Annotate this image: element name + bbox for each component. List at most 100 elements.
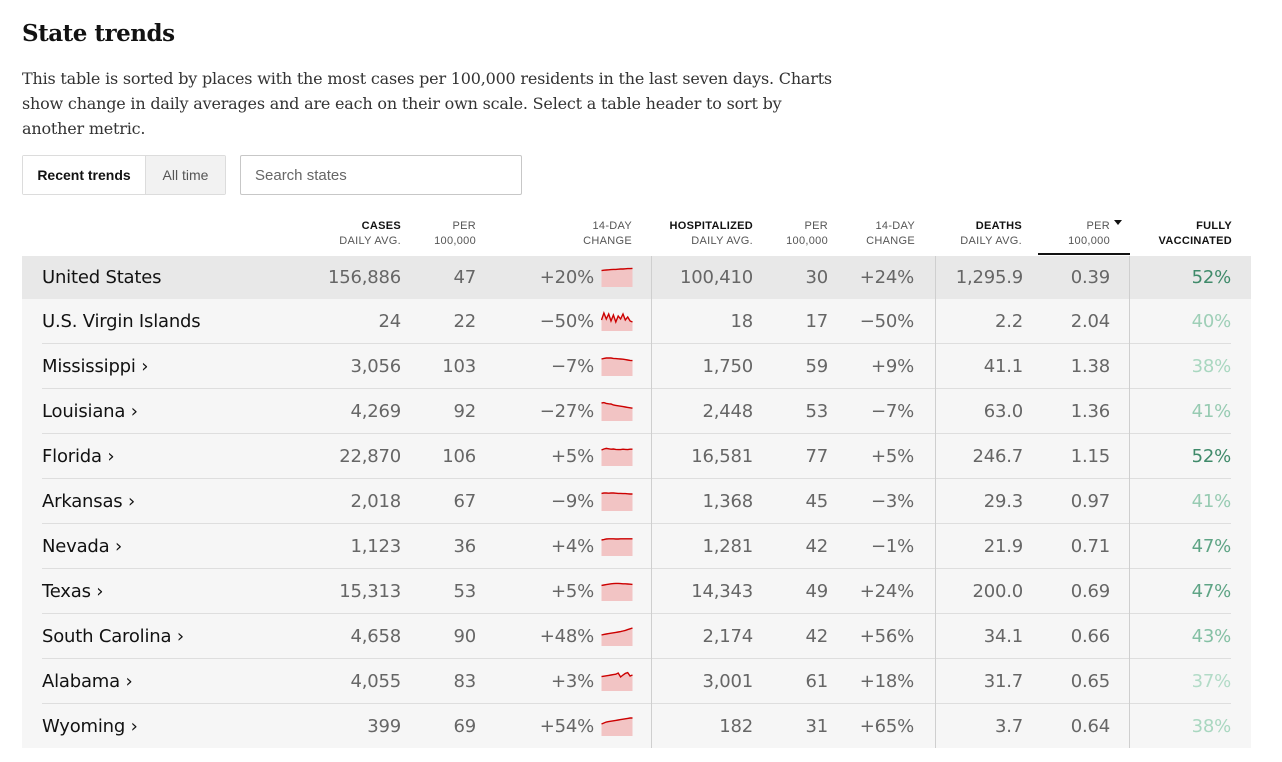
table-row[interactable]: Nevada › 1,123 36 +4% 1,281 42 −1% 21.9 0.71 47%	[22, 524, 1251, 569]
table-body	[22, 256, 1251, 748]
cell-cases: 4,658	[350, 626, 401, 647]
cell-cases: 3,056	[350, 356, 401, 377]
search-input[interactable]	[240, 155, 522, 195]
cell-deaths-per: 1.15	[1070, 446, 1110, 467]
table-row[interactable]: Texas › 15,313 53 +5% 14,343 49 +24% 200.0 0.69 4…	[22, 569, 1251, 614]
header-cases-14day-change[interactable]: 14-day change	[560, 219, 632, 249]
trend-sparkline	[601, 627, 633, 646]
row-name[interactable]: South Carolina ›	[42, 626, 184, 647]
cell-cases-per: 69	[453, 716, 476, 737]
table-row[interactable]: Mississippi › 3,056 103 −7% 1,750 59 +9% 41.1 1.…	[22, 344, 1251, 389]
cell-cases-per: 90	[453, 626, 476, 647]
cell-cases-per: 92	[453, 401, 476, 422]
cell-deaths: 2.2	[994, 311, 1023, 332]
sparkline-line	[601, 627, 633, 636]
cell-cases-per: 53	[453, 581, 476, 602]
row-divider	[42, 658, 1231, 659]
sparkline-line	[601, 492, 633, 495]
table-row[interactable]: South Carolina › 4,658 90 +48% 2,174 42 +56% 34…	[22, 614, 1251, 659]
cell-cases-chg: +4%	[550, 536, 594, 557]
cell-cases-per: 83	[453, 671, 476, 692]
sparkline-area	[601, 538, 633, 556]
header-deaths-per-100k-sorted[interactable]: Per 100,000	[1038, 219, 1130, 255]
sparkline-line	[601, 671, 633, 679]
cell-cases-chg: +48%	[539, 626, 594, 647]
row-name[interactable]: Alabama ›	[42, 671, 133, 692]
header-fully-vaccinated[interactable]: Fully vaccinated	[1140, 219, 1232, 249]
cell-cases-chg: +5%	[550, 446, 594, 467]
cell-hosp: 1,750	[702, 356, 753, 377]
cell-hosp-per: 59	[805, 356, 828, 377]
table-row[interactable]: Wyoming › 399 69 +54% 182 31 +65% 3.7 0.64 38%	[22, 704, 1251, 749]
cell-deaths-per: 1.38	[1070, 356, 1110, 377]
cell-hosp-chg: +56%	[859, 626, 914, 647]
cell-cases: 22,870	[339, 446, 401, 467]
cell-hosp-chg: +18%	[859, 671, 914, 692]
row-name[interactable]: Arkansas ›	[42, 491, 135, 512]
cell-hosp-per: 77	[805, 446, 828, 467]
cell-cases-chg: +3%	[550, 671, 594, 692]
trend-sparkline	[601, 492, 633, 511]
row-name[interactable]: Texas ›	[42, 581, 104, 602]
header-cases-per-100k[interactable]: Per 100,000	[410, 219, 476, 249]
row-name[interactable]: Florida ›	[42, 446, 115, 467]
row-divider	[42, 478, 1231, 479]
cell-hosp-chg: −1%	[870, 536, 914, 557]
cell-vax: 41%	[1191, 491, 1232, 512]
cell-cases: 4,055	[350, 671, 401, 692]
sparkline-area	[601, 672, 633, 691]
table-row[interactable]: Louisiana › 4,269 92 −27% 2,448 53 −7% 63.0 1.36…	[22, 389, 1251, 434]
header-sub: change	[583, 235, 632, 247]
intro-text: This table is sorted by places with the …	[22, 69, 832, 138]
cell-cases-per: 103	[442, 356, 476, 377]
row-name[interactable]: Wyoming ›	[42, 716, 138, 737]
row-name[interactable]: Louisiana ›	[42, 401, 138, 422]
cell-deaths-per: 0.65	[1070, 671, 1110, 692]
cell-hosp: 1,281	[702, 536, 753, 557]
cell-cases-per: 47	[453, 267, 476, 288]
table-row[interactable]: U.S. Virgin Islands 24 22 −50% 18 17 −50% 2.2 2.…	[22, 299, 1251, 344]
cell-hosp-per: 17	[805, 311, 828, 332]
cell-cases-chg: +54%	[539, 716, 594, 737]
cell-vax: 37%	[1191, 671, 1232, 692]
sparkline-line	[601, 447, 633, 451]
row-divider	[42, 568, 1231, 569]
table-row[interactable]: Arkansas › 2,018 67 −9% 1,368 45 −3% 29.3 0.97 41…	[22, 479, 1251, 524]
row-name[interactable]: U.S. Virgin Islands	[42, 311, 201, 332]
header-hospitalized[interactable]: Hospitalized Daily avg.	[656, 219, 753, 249]
trend-sparkline	[601, 311, 633, 331]
sparkline-line	[601, 538, 633, 541]
header-label: Per	[452, 220, 476, 232]
column-divider	[651, 256, 652, 748]
cell-deaths: 3.7	[994, 716, 1023, 737]
tab-all-time[interactable]: All time	[146, 156, 225, 194]
cell-hosp: 2,448	[702, 401, 753, 422]
cell-deaths-per: 0.71	[1070, 536, 1110, 557]
header-cases-sub: Daily avg.	[339, 235, 401, 247]
row-name[interactable]: Nevada ›	[42, 536, 122, 557]
cell-vax: 52%	[1191, 446, 1232, 467]
row-divider	[42, 433, 1231, 434]
header-label: Fully	[1196, 220, 1232, 232]
sparkline-area	[601, 268, 633, 287]
cell-hosp: 182	[719, 716, 753, 737]
tab-recent-trends[interactable]: Recent trends	[23, 156, 146, 194]
table-row[interactable]: Alabama › 4,055 83 +3% 3,001 61 +18% 31.7 0.65 37…	[22, 659, 1251, 704]
header-sub: Daily avg.	[691, 235, 753, 247]
cell-deaths: 34.1	[983, 626, 1023, 647]
header-hosp-14day-change[interactable]: 14-day change	[845, 219, 915, 249]
cell-cases-chg: −7%	[550, 356, 594, 377]
cell-hosp-per: 31	[805, 716, 828, 737]
cell-cases-per: 36	[453, 536, 476, 557]
table-row[interactable]: Florida › 22,870 106 +5% 16,581 77 +5% 246.7 1.1…	[22, 434, 1251, 479]
cell-deaths: 41.1	[983, 356, 1023, 377]
trend-sparkline	[601, 267, 633, 287]
cell-deaths-per: 0.39	[1070, 267, 1110, 288]
trend-sparkline	[601, 447, 633, 466]
header-deaths[interactable]: Deaths Daily avg.	[945, 219, 1022, 249]
row-name[interactable]: Mississippi ›	[42, 356, 149, 377]
header-label: Hospitalized	[669, 220, 753, 232]
cell-cases: 15,313	[339, 581, 401, 602]
header-hosp-per-100k[interactable]: Per 100,000	[765, 219, 828, 249]
header-cases[interactable]: Cases Daily avg.	[320, 219, 401, 249]
